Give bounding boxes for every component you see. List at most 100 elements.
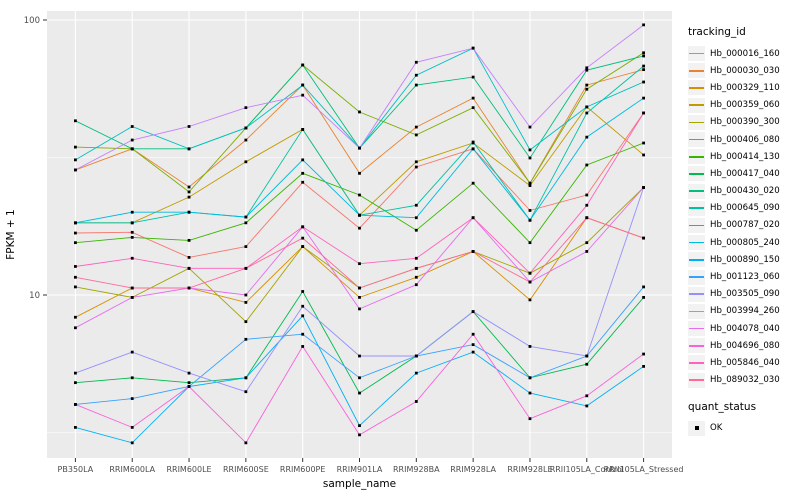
data-point-marker — [528, 298, 532, 302]
data-point-marker — [585, 83, 589, 87]
data-point-marker — [414, 133, 418, 137]
data-point-marker — [358, 433, 361, 437]
data-point-marker — [74, 371, 77, 375]
data-point-marker — [642, 186, 645, 189]
legend-key-line-icon — [689, 52, 704, 55]
data-point-marker — [414, 60, 418, 64]
legend-entry-Hb_000890_150: Hb_000890_150 — [688, 251, 800, 268]
legend-panel: tracking_id Hb_000016_160 Hb_000030_030 Hb… — [688, 26, 800, 437]
data-point-marker — [244, 376, 248, 380]
quant-legend-entry-label: OK — [710, 423, 723, 434]
legend-entry-label: Hb_000406_080 — [710, 134, 780, 145]
data-point-marker — [528, 376, 532, 380]
data-point-marker — [244, 221, 248, 225]
data-point-marker — [414, 216, 418, 220]
legend-key-line-icon — [689, 327, 704, 330]
data-point-marker — [74, 241, 77, 245]
data-point-marker — [130, 286, 134, 290]
data-point-marker — [130, 350, 134, 354]
data-point-marker — [74, 265, 77, 268]
data-point-marker — [358, 286, 361, 290]
data-point-marker — [642, 111, 645, 115]
data-point-marker — [471, 216, 475, 220]
data-point-marker — [471, 106, 475, 110]
data-point-marker — [585, 216, 589, 220]
legend-key-line-icon — [689, 310, 704, 313]
legend-key-swatch — [688, 63, 705, 79]
legend-key-swatch — [688, 321, 705, 337]
data-point-marker — [585, 68, 589, 72]
legend-entry-Hb_003994_260: Hb_003994_260 — [688, 303, 800, 320]
data-point-marker — [187, 125, 191, 128]
legend-entry-label: Hb_001123_060 — [710, 272, 780, 283]
legend-items: Hb_000016_160 Hb_000030_030 Hb_000329_110 H… — [688, 45, 800, 389]
data-point-marker — [414, 203, 418, 207]
data-point-marker — [74, 275, 77, 279]
data-point-marker — [642, 236, 645, 240]
data-point-marker — [301, 314, 305, 318]
data-point-marker — [642, 51, 645, 55]
data-point-marker — [528, 156, 532, 160]
data-point-marker — [642, 54, 645, 58]
legend-entry-label: Hb_000390_300 — [710, 117, 780, 128]
legend-key-swatch — [688, 200, 705, 216]
legend-key-swatch — [688, 286, 705, 302]
legend-entry-label: Hb_000890_150 — [710, 254, 780, 265]
legend-entry-Hb_089032_030: Hb_089032_030 — [688, 372, 800, 389]
data-point-marker — [414, 275, 418, 279]
legend-key-line-icon — [689, 379, 704, 381]
quant-legend-key-swatch — [688, 420, 705, 436]
data-point-marker — [187, 381, 191, 385]
data-point-marker — [244, 215, 248, 219]
data-point-marker — [358, 226, 361, 230]
data-point-marker — [471, 332, 475, 336]
data-point-marker — [74, 221, 77, 225]
data-point-marker — [471, 343, 475, 347]
legend-entry-label: Hb_000805_240 — [710, 237, 780, 248]
data-point-marker — [528, 241, 532, 245]
legend-entry-label: Hb_000787_020 — [710, 220, 780, 231]
data-point-marker — [301, 304, 305, 308]
data-point-marker — [642, 141, 645, 145]
legend-key-swatch — [688, 355, 705, 371]
legend-entry-Hb_000016_160: Hb_000016_160 — [688, 45, 800, 62]
data-point-marker — [358, 146, 361, 150]
data-point-marker — [642, 352, 645, 356]
legend-entry-Hb_000787_020: Hb_000787_020 — [688, 217, 800, 234]
data-point-marker — [414, 256, 418, 260]
data-point-marker — [585, 105, 589, 109]
data-point-marker — [414, 266, 418, 270]
legend-key-line-icon — [689, 293, 704, 296]
data-point-marker — [358, 110, 361, 114]
data-point-marker — [187, 210, 191, 214]
legend-entry-Hb_000359_060: Hb_000359_060 — [688, 97, 800, 114]
legend-key-swatch — [688, 252, 705, 268]
legend-key-swatch — [688, 269, 705, 285]
legend-key-swatch — [688, 166, 705, 182]
data-point-marker — [528, 148, 532, 152]
data-point-marker — [585, 135, 589, 139]
legend-entry-Hb_000430_020: Hb_000430_020 — [688, 183, 800, 200]
data-point-marker — [130, 441, 134, 445]
y-tick-label: 10 — [29, 291, 40, 301]
data-point-marker — [301, 345, 305, 348]
data-point-marker — [358, 296, 361, 299]
legend-title-tracking-id: tracking_id — [688, 26, 746, 38]
data-point-marker — [358, 213, 361, 217]
data-point-marker — [358, 171, 361, 175]
data-point-marker — [244, 320, 248, 324]
x-tick-label: RRII105LA_Stressed — [604, 465, 684, 474]
legend-entry-Hb_000030_030: Hb_000030_030 — [688, 62, 800, 79]
data-point-marker — [642, 153, 645, 157]
legend-entry-label: Hb_005846_040 — [710, 357, 780, 368]
data-point-marker — [414, 125, 418, 129]
y-tick-label: 100 — [24, 16, 40, 26]
data-point-marker — [74, 426, 77, 429]
data-point-marker — [642, 23, 645, 27]
data-point-marker — [585, 87, 589, 91]
data-point-marker — [471, 310, 475, 314]
x-tick-label: RRIM600LA — [109, 465, 155, 474]
data-point-marker — [187, 185, 191, 189]
data-point-marker — [585, 203, 589, 207]
legend-key-swatch — [688, 338, 705, 354]
